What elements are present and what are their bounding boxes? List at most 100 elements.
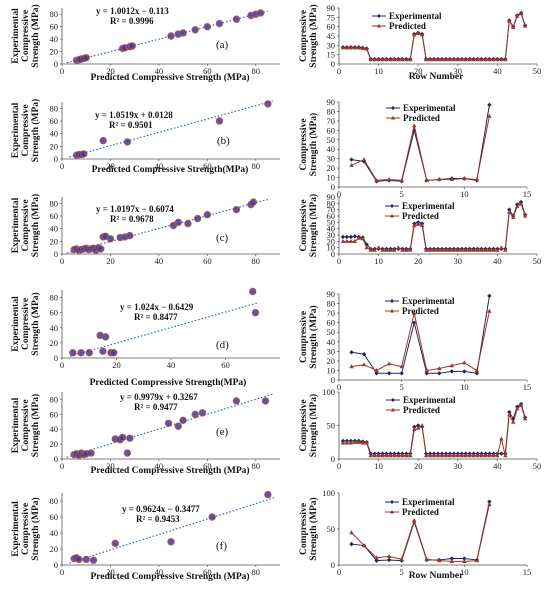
x-tick-label: 80: [252, 161, 261, 171]
legend-marker: [390, 204, 394, 208]
x-tick-label: 60: [203, 161, 212, 171]
legend-label: Predicted: [402, 211, 439, 221]
predicted-point: [499, 436, 504, 441]
experimental-point: [487, 293, 492, 299]
predicted-point: [399, 364, 404, 369]
experimental-point: [349, 157, 354, 162]
experimental-point: [449, 556, 454, 561]
y-tick-label: 0: [331, 182, 335, 192]
scatter-point: [174, 422, 182, 430]
y-tick-label: 80: [50, 9, 59, 19]
experimental-point: [462, 556, 467, 561]
predicted-point: [399, 556, 404, 561]
x-tick-label: 20: [106, 567, 115, 577]
predicted-point: [439, 247, 445, 252]
x-tick-label: 20: [106, 256, 115, 266]
scatter-point: [193, 214, 202, 223]
y-tick-label: 20: [50, 439, 59, 449]
y-tick-label: 80: [327, 299, 336, 309]
predicted-point: [495, 247, 500, 252]
predicted-point: [522, 416, 528, 421]
x-axis-label: Row Number: [409, 72, 464, 82]
x-tick-label: 80: [252, 461, 261, 471]
y-tick-label: 20: [50, 338, 59, 348]
scatter-point: [249, 287, 257, 296]
predicted-point: [392, 247, 397, 252]
y-tick-label: 0: [54, 59, 58, 69]
y-tick-label: 0: [54, 249, 58, 259]
predicted-point: [435, 453, 441, 458]
scatter-point: [118, 433, 127, 442]
y-tick-label: 100: [322, 387, 335, 397]
predicted-point: [419, 423, 425, 428]
y-tick-label: 20: [327, 356, 336, 366]
legend-marker: [377, 23, 381, 28]
x-tick-label: 10: [460, 382, 469, 392]
predicted-point: [511, 24, 516, 29]
predicted-point: [412, 223, 417, 228]
legend-marker: [390, 509, 394, 514]
x-tick-label: 50: [533, 66, 542, 76]
experimental-point: [374, 558, 379, 563]
experimental-point: [412, 320, 417, 325]
x-tick-label: 20: [414, 461, 423, 471]
x-tick-label: 0: [337, 256, 341, 266]
predicted-point: [443, 57, 449, 62]
x-tick-label: 0: [337, 567, 341, 577]
legend-marker: [391, 106, 395, 110]
predicted-point: [372, 247, 377, 252]
y-tick-label: 40: [50, 129, 59, 139]
scatter-plot-6: 0 20 40 60 80 0 20 40 60 80 ExperimentalCompressiv…: [11, 490, 280, 582]
scatter-point: [128, 42, 136, 50]
predicted-point: [361, 362, 367, 367]
x-tick-label: 80: [252, 567, 261, 577]
predicted-point: [499, 57, 504, 62]
predicted-point: [471, 247, 476, 252]
y-tick-label: 40: [50, 323, 59, 333]
panel-label: (e): [216, 426, 229, 438]
scatter-point: [208, 513, 216, 521]
experimental-point: [474, 371, 480, 376]
predicted-point: [424, 556, 429, 561]
scatter-point: [232, 15, 241, 23]
scatter-point: [82, 555, 90, 564]
predicted-point: [400, 57, 405, 62]
y-axis-label: ExperimentalCompressiveStrength (MPa): [11, 497, 41, 560]
x-tick-label: 60: [203, 256, 212, 266]
predicted-point: [487, 247, 492, 252]
predicted-point: [360, 440, 365, 445]
y-tick-label: 40: [50, 34, 59, 44]
predicted-point: [400, 247, 405, 252]
x-tick-label: 60: [221, 360, 230, 370]
x-tick-label: 40: [155, 66, 164, 76]
predicted-point: [380, 57, 385, 62]
scatter-point: [174, 218, 182, 227]
r-squared: R² = 0.9678: [110, 214, 154, 224]
r-squared: R² = 0.9477: [134, 402, 178, 412]
predicted-point: [352, 45, 358, 50]
predicted-point: [427, 247, 433, 252]
x-tick-label: 20: [106, 161, 115, 171]
predicted-point: [424, 368, 429, 373]
predicted-point: [503, 453, 508, 458]
legend-label: Predicted: [403, 405, 440, 415]
y-axis-label: CompressiveStrength (MPa): [299, 394, 319, 457]
experimental-point: [507, 207, 512, 212]
y-tick-label: 0: [331, 560, 335, 570]
y-tick-label: 80: [327, 198, 336, 208]
y-tick-label: 60: [50, 409, 59, 419]
y-axis-label-line1: Compressive: [299, 311, 309, 363]
predicted-point: [475, 453, 480, 458]
predicted-point: [431, 453, 437, 458]
predicted-point: [467, 247, 472, 252]
predicted-point: [388, 247, 393, 252]
predicted-point: [340, 440, 346, 445]
scatter-point: [191, 26, 199, 34]
trendline: [69, 496, 276, 564]
predicted-point: [491, 247, 496, 252]
